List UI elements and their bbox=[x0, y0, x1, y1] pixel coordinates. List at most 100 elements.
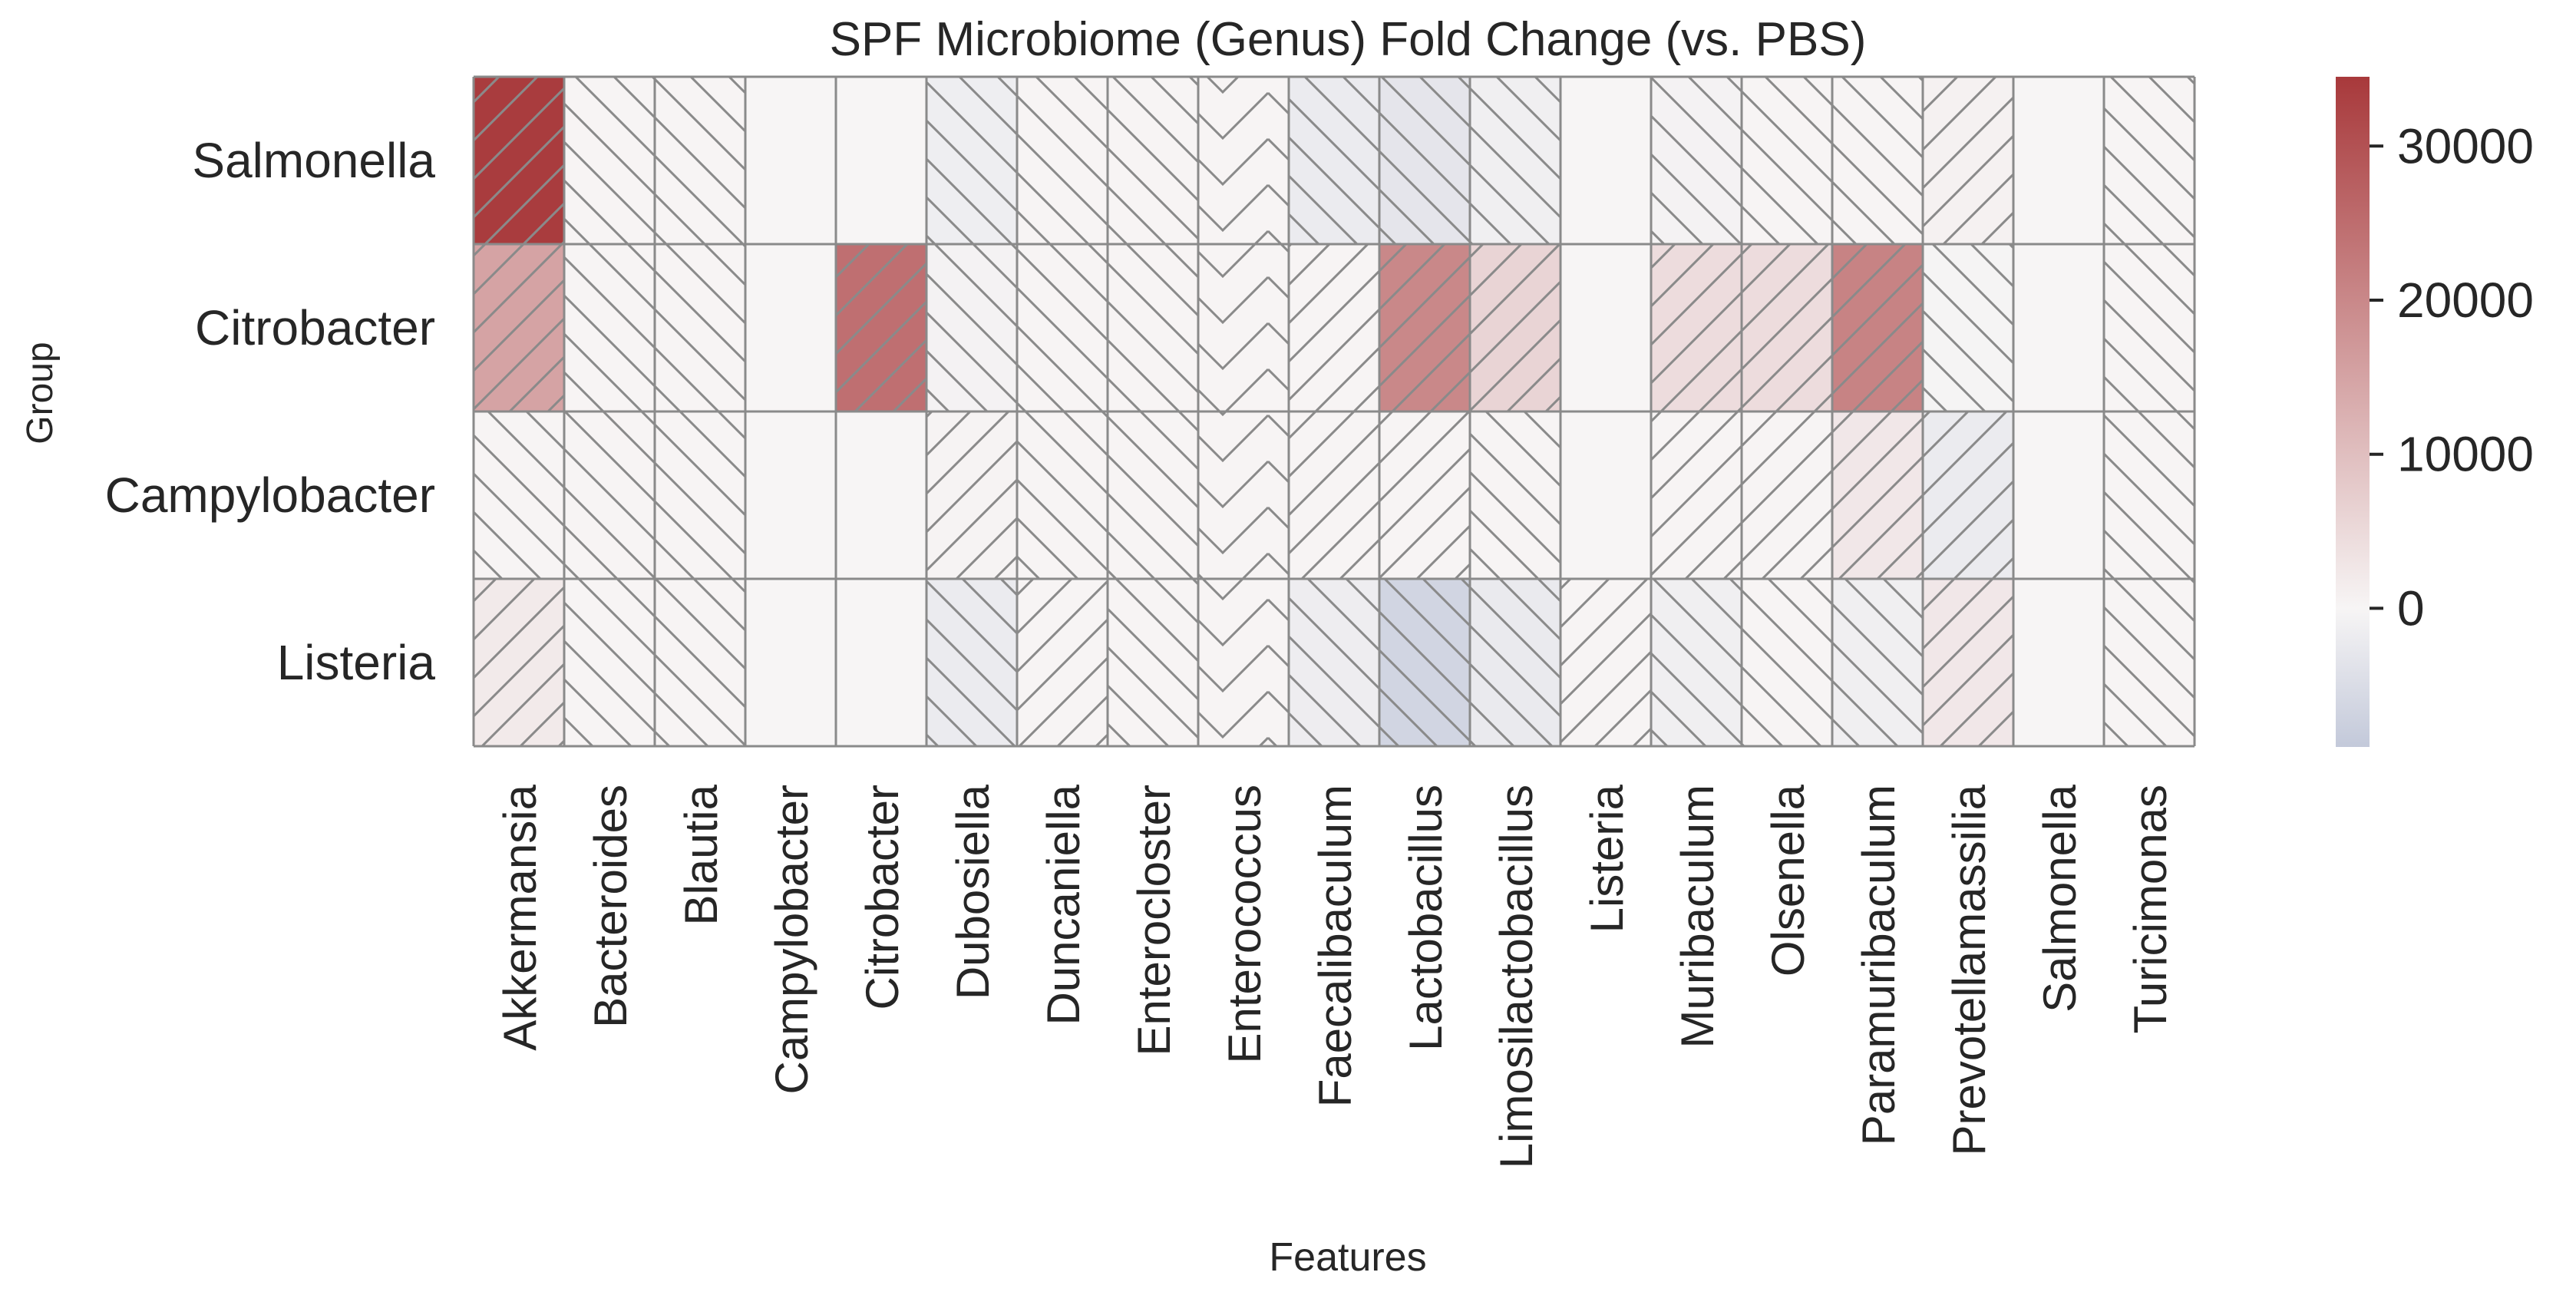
heatmap-cell bbox=[745, 244, 836, 411]
column-tick-label: Blautia bbox=[675, 784, 727, 925]
colorbar-tick: 30000 bbox=[2370, 118, 2534, 173]
heatmap-cell bbox=[1560, 77, 1651, 244]
column-tick-label: Olsenella bbox=[1762, 784, 1814, 976]
column-tick-label: Lactobacillus bbox=[1400, 785, 1451, 1051]
x-axis-label: Features bbox=[1269, 1235, 1426, 1280]
heatmap-cell bbox=[745, 77, 836, 244]
heatmap-cell bbox=[1108, 579, 1198, 746]
heatmap-cell bbox=[1198, 77, 1289, 244]
heatmap-cell bbox=[1470, 77, 1560, 244]
heatmap-cell bbox=[564, 244, 655, 411]
heatmap-cell bbox=[1832, 411, 1923, 579]
heatmap-cell bbox=[1017, 244, 1108, 411]
heatmap-cell bbox=[1560, 411, 1651, 579]
heatmap-cell bbox=[926, 579, 1017, 746]
colorbar-tick-label: 10000 bbox=[2397, 427, 2534, 482]
column-tick-label: Listeria bbox=[1581, 784, 1633, 933]
heatmap-cell bbox=[745, 579, 836, 746]
column-tick-label: Duncaniella bbox=[1038, 784, 1089, 1025]
heatmap-cell bbox=[1923, 77, 2013, 244]
heatmap-plot-area bbox=[472, 75, 2196, 748]
heatmap-cell bbox=[1108, 244, 1198, 411]
heatmap-cell bbox=[1923, 411, 2013, 579]
column-tick-label: Faecalibaculum bbox=[1309, 785, 1361, 1107]
heatmap-cell bbox=[745, 411, 836, 579]
heatmap-cell bbox=[1017, 411, 1108, 579]
row-tick-label: Citrobacter bbox=[195, 300, 435, 355]
heatmap-cell bbox=[1108, 411, 1198, 579]
heatmap-cell bbox=[655, 77, 745, 244]
column-tick-label: Paramuribaculum bbox=[1853, 785, 1904, 1145]
heatmap-cell bbox=[2104, 244, 2195, 411]
heatmap-cell bbox=[1198, 411, 1289, 579]
heatmap-cell bbox=[2013, 77, 2104, 244]
heatmap-cell bbox=[1560, 244, 1651, 411]
heatmap-cell bbox=[1832, 244, 1923, 411]
heatmap-cell bbox=[1651, 244, 1742, 411]
heatmap-cell bbox=[655, 411, 745, 579]
heatmap-cell bbox=[2013, 411, 2104, 579]
row-labels: Salmonella Citrobacter Campylobacter Lister… bbox=[105, 133, 436, 690]
column-tick-label: Muribaculum bbox=[1672, 785, 1723, 1048]
colorbar-gradient bbox=[2336, 77, 2370, 747]
column-tick-label: Dubosiella bbox=[947, 784, 999, 1000]
heatmap-cell bbox=[1742, 411, 1832, 579]
y-axis-label: Group bbox=[20, 342, 61, 444]
heatmap-cell bbox=[564, 77, 655, 244]
column-tick-label: Prevotellamassilia bbox=[1944, 784, 1995, 1155]
heatmap-cell bbox=[1198, 579, 1289, 746]
heatmap-cell bbox=[836, 411, 926, 579]
colorbar-tick: 0 bbox=[2370, 580, 2425, 636]
colorbar-tick: 10000 bbox=[2370, 427, 2534, 482]
heatmap-cell bbox=[1379, 411, 1470, 579]
heatmap-cell bbox=[2013, 579, 2104, 746]
heatmap-cell bbox=[1651, 579, 1742, 746]
heatmap-cell bbox=[474, 411, 564, 579]
column-tick-label: Enterococcus bbox=[1219, 785, 1270, 1064]
heatmap-cell bbox=[1832, 77, 1923, 244]
chart-title: SPF Microbiome (Genus) Fold Change (vs. … bbox=[830, 13, 1867, 66]
heatmap-cell bbox=[2104, 77, 2195, 244]
heatmap-cell bbox=[836, 244, 926, 411]
heatmap-cell bbox=[1379, 244, 1470, 411]
column-tick-label: Turicimonas bbox=[2125, 785, 2176, 1034]
heatmap-cell bbox=[1651, 77, 1742, 244]
heatmap-cell bbox=[564, 411, 655, 579]
heatmap-cell bbox=[1651, 411, 1742, 579]
heatmap-cell bbox=[2104, 411, 2195, 579]
heatmap-cell bbox=[836, 77, 926, 244]
heatmap-cell bbox=[1742, 579, 1832, 746]
column-tick-label: Enterocloster bbox=[1128, 785, 1180, 1056]
heatmap-cell bbox=[564, 579, 655, 746]
heatmap-cell bbox=[1742, 77, 1832, 244]
colorbar-tick-label: 20000 bbox=[2397, 273, 2534, 328]
colorbar-tick-label: 30000 bbox=[2397, 118, 2534, 173]
heatmap-cell bbox=[1560, 579, 1651, 746]
column-labels: Akkermansia Bacteroides Blautia Campylobact… bbox=[494, 784, 2176, 1168]
heatmap-cell bbox=[474, 244, 564, 411]
colorbar-tick-label: 0 bbox=[2397, 580, 2425, 636]
column-tick-label: Limosilactobacillus bbox=[1491, 785, 1542, 1168]
heatmap-cell bbox=[1289, 579, 1379, 746]
heatmap-cell bbox=[1289, 244, 1379, 411]
heatmap-cell bbox=[836, 579, 926, 746]
heatmap-cell bbox=[1289, 411, 1379, 579]
heatmap-cell bbox=[2104, 579, 2195, 746]
heatmap-cell bbox=[1108, 77, 1198, 244]
heatmap-cell bbox=[655, 244, 745, 411]
heatmap-cell bbox=[2013, 244, 2104, 411]
heatmap-cell bbox=[1470, 411, 1560, 579]
heatmap-cell bbox=[655, 579, 745, 746]
colorbar-tick: 20000 bbox=[2370, 273, 2534, 328]
column-tick-label: Citrobacter bbox=[857, 785, 908, 1010]
heatmap-cell bbox=[1742, 244, 1832, 411]
heatmap-cell bbox=[926, 411, 1017, 579]
heatmap-grid bbox=[472, 75, 2196, 748]
heatmap-cell bbox=[1923, 244, 2013, 411]
heatmap-cell bbox=[1470, 244, 1560, 411]
heatmap-cell bbox=[1289, 77, 1379, 244]
row-tick-label: Campylobacter bbox=[105, 468, 435, 523]
row-tick-label: Salmonella bbox=[192, 133, 435, 188]
column-tick-label: Salmonella bbox=[2034, 784, 2086, 1012]
